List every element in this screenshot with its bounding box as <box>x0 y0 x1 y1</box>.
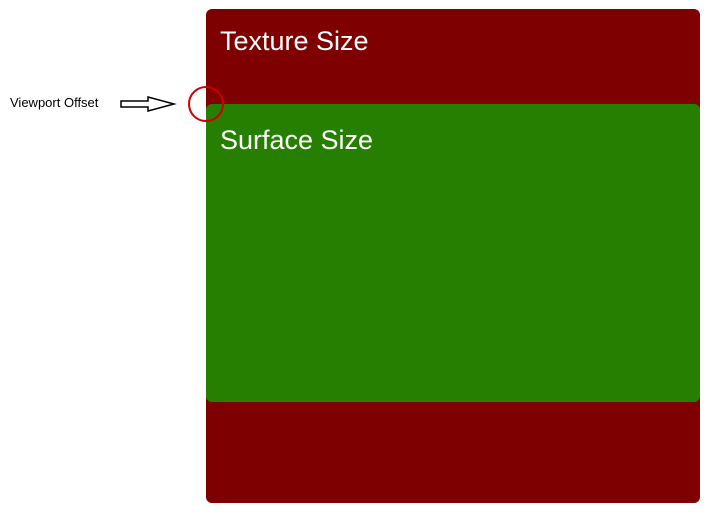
surface-rect: Surface Size <box>206 104 700 402</box>
texture-size-label: Texture Size <box>220 26 369 56</box>
viewport-offset-label: Viewport Offset <box>10 95 99 110</box>
right-arrow-icon <box>120 96 177 112</box>
surface-size-label: Surface Size <box>220 125 374 155</box>
